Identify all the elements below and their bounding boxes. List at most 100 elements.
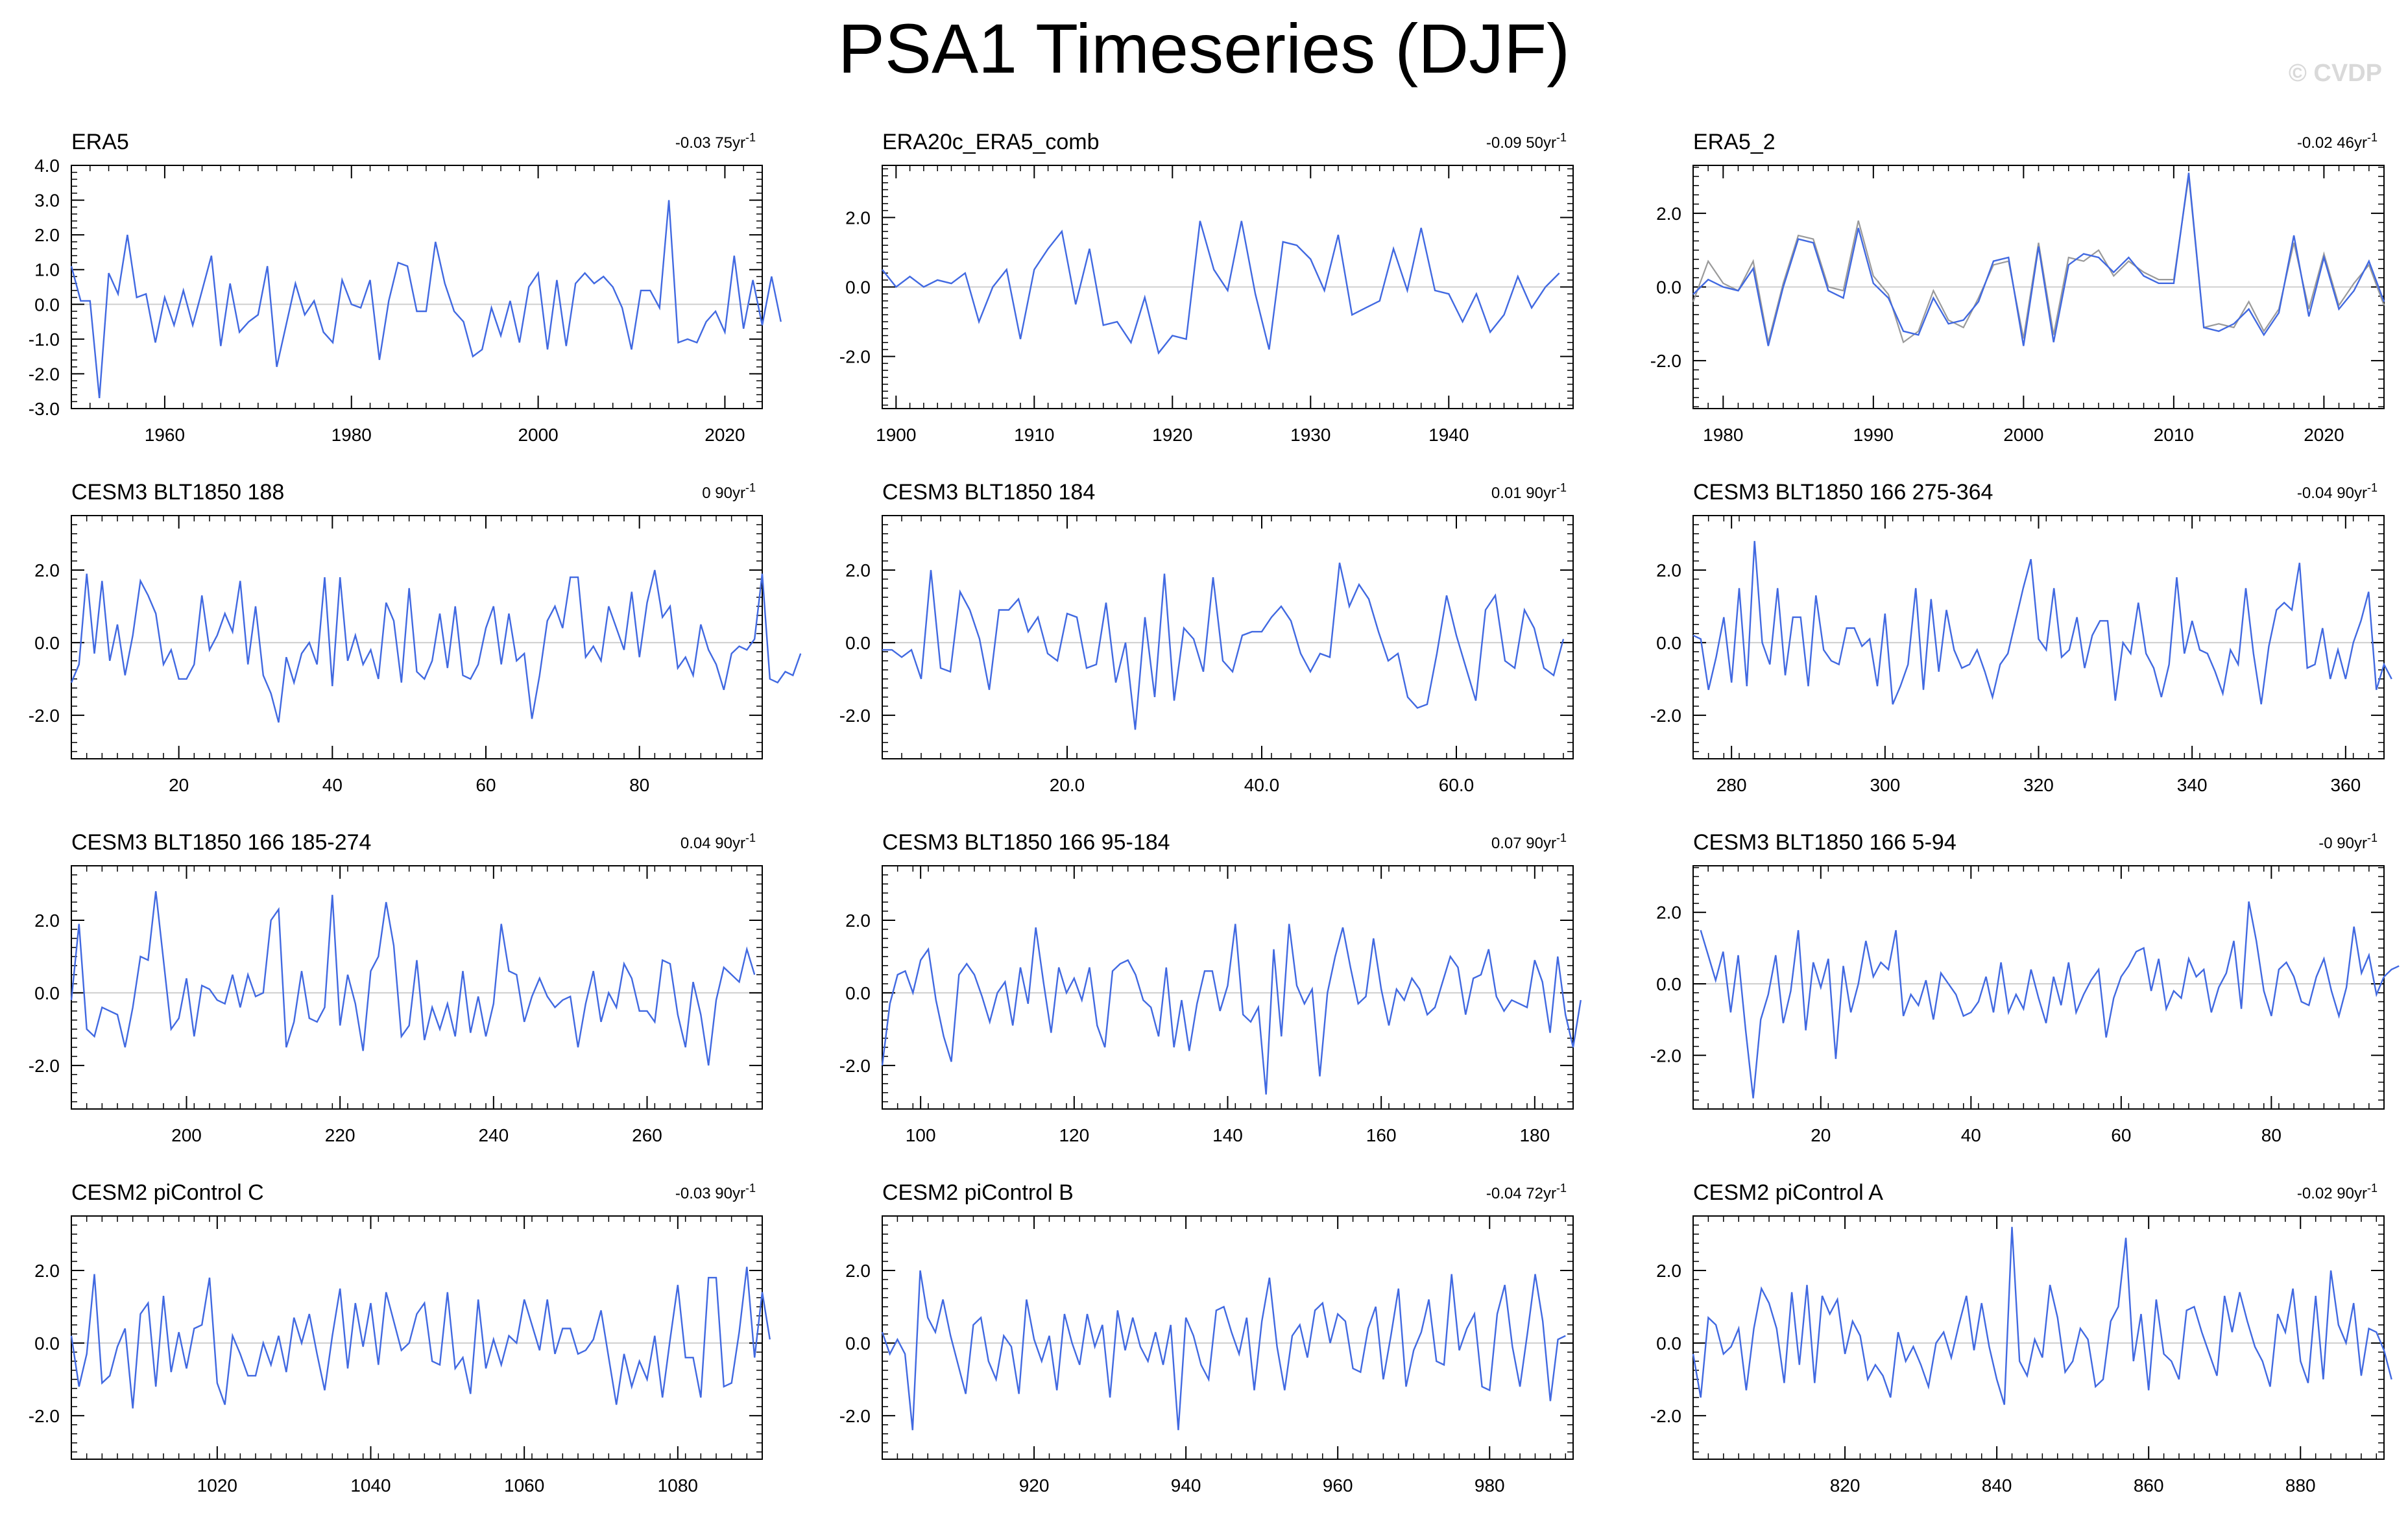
x-tick-label: 2010 — [2154, 425, 2194, 445]
x-tick-label: 40.0 — [1244, 775, 1280, 795]
series-line — [70, 200, 782, 399]
x-tick-label: 1960 — [145, 425, 185, 445]
x-tick-label: 40 — [322, 775, 343, 795]
y-tick-label: 3.0 — [34, 191, 60, 211]
trend-exponent: -1 — [1556, 1182, 1567, 1195]
y-tick-label: 0.0 — [1656, 278, 1681, 298]
x-tick-label: 1980 — [331, 425, 372, 445]
x-tick-label: 2000 — [2003, 425, 2043, 445]
y-tick-label: -2.0 — [29, 1056, 60, 1076]
y-tick-label: -2.0 — [1650, 351, 1681, 371]
y-tick-label: 0.0 — [845, 278, 871, 298]
x-tick-label: 120 — [1059, 1125, 1089, 1145]
x-tick-label: 920 — [1019, 1475, 1050, 1496]
trend-label: -0.02 46yr-1 — [2297, 131, 2378, 152]
trend-label: -0.03 90yr-1 — [675, 1182, 756, 1202]
y-tick-label: 2.0 — [34, 560, 60, 580]
y-tick-label: 2.0 — [1656, 1261, 1681, 1281]
y-tick-label: 2.0 — [34, 225, 60, 245]
series-line — [881, 1270, 1566, 1431]
y-tick-label: 0.0 — [1656, 974, 1681, 994]
trend-label: 0.04 90yr-1 — [680, 831, 756, 852]
chart-panel: CESM2 piControl C -0.03 90yr-1 1020 1040 106… — [29, 1180, 771, 1496]
trend-label: -0 90yr-1 — [2318, 831, 2378, 852]
chart-panel: CESM3 BLT1850 166 275-364 -0.04 90yr-1 280… — [1650, 480, 2392, 795]
y-tick-label: 0.0 — [845, 983, 871, 1003]
x-tick-label: 260 — [632, 1125, 662, 1145]
y-tick-label: -2.0 — [839, 706, 871, 726]
x-tick-label: 1910 — [1014, 425, 1054, 445]
x-tick-label: 100 — [906, 1125, 936, 1145]
chart-panel: CESM3 BLT1850 166 5-94 -0 90yr-1 20 40 60 80 -… — [1650, 830, 2400, 1145]
trend-label: -0.02 90yr-1 — [2297, 1182, 2378, 1202]
x-tick-label: 1940 — [1428, 425, 1469, 445]
plot-frame — [1692, 165, 2385, 409]
chart-title: CESM3 BLT1850 166 185-274 — [71, 830, 371, 855]
y-tick-label: -2.0 — [29, 364, 60, 384]
x-tick-label: 840 — [1982, 1475, 2012, 1496]
y-tick-label: -2.0 — [1650, 1045, 1681, 1066]
y-tick-label: -2.0 — [839, 1056, 871, 1076]
y-tick-label: 0.0 — [1656, 633, 1681, 653]
chart-panel: ERA20c_ERA5_comb -0.09 50yr-1 1900 1910 1920… — [839, 130, 1574, 445]
series-line — [882, 221, 1560, 355]
watermark: © CVDP — [2288, 60, 2382, 87]
chart-title: ERA5_2 — [1693, 130, 1776, 154]
trend-label: 0.01 90yr-1 — [1491, 481, 1567, 502]
y-tick-label: 0.0 — [34, 633, 60, 653]
chart-panel: ERA5_2 -0.02 46yr-1 1980 1990 2000 2010 2020 -2… — [1650, 130, 2385, 445]
trend-exponent: -1 — [745, 131, 756, 144]
x-tick-label: 200 — [171, 1125, 202, 1145]
series-line — [881, 924, 1582, 1095]
x-tick-label: 940 — [1171, 1475, 1201, 1496]
y-tick-label: -2.0 — [1650, 1406, 1681, 1426]
x-tick-label: 880 — [2285, 1475, 2316, 1496]
y-tick-label: 4.0 — [34, 156, 60, 176]
trend-exponent: -1 — [1556, 831, 1567, 844]
y-tick-label: 2.0 — [845, 208, 871, 228]
y-tick-label: 2.0 — [845, 911, 871, 931]
chart-title: CESM3 BLT1850 166 95-184 — [882, 830, 1170, 855]
y-tick-label: 2.0 — [34, 1261, 60, 1281]
x-tick-label: 2020 — [704, 425, 745, 445]
trend-label: -0.04 90yr-1 — [2297, 481, 2378, 502]
y-tick-label: -1.0 — [29, 329, 60, 350]
series-line — [882, 562, 1565, 730]
x-tick-label: 1020 — [197, 1475, 237, 1496]
y-tick-label: 0.0 — [34, 294, 60, 315]
trend-label: -0.04 72yr-1 — [1486, 1182, 1567, 1202]
trend-label: 0.07 90yr-1 — [1491, 831, 1567, 852]
plot-frame — [882, 515, 1574, 759]
page-title: PSA1 Timeseries (DJF) — [837, 9, 1571, 88]
plot-frame — [71, 515, 763, 759]
y-tick-label: 2.0 — [845, 560, 871, 580]
chart-title: CESM3 BLT1850 166 275-364 — [1693, 480, 1993, 505]
series-line — [70, 1267, 771, 1409]
chart-panel: CESM2 piControl B -0.04 72yr-1 920 940 960 98… — [839, 1180, 1574, 1496]
plot-frame — [882, 865, 1574, 1110]
x-tick-label: 1080 — [658, 1475, 698, 1496]
x-tick-label: 1990 — [1853, 425, 1894, 445]
x-tick-label: 280 — [1716, 775, 1747, 795]
series-line — [1692, 1226, 2392, 1405]
plot-frame — [71, 165, 763, 409]
trend-exponent: -1 — [2367, 131, 2378, 144]
y-tick-label: -2.0 — [29, 1406, 60, 1426]
plot-frame — [71, 865, 763, 1110]
plot-frame — [1692, 1215, 2385, 1460]
chart-panel: CESM3 BLT1850 166 95-184 0.07 90yr-1 100 12… — [839, 830, 1582, 1145]
series-line-secondary — [1692, 176, 2385, 344]
trend-exponent: -1 — [2367, 1182, 2378, 1195]
y-tick-label: 2.0 — [34, 911, 60, 931]
y-tick-label: 0.0 — [1656, 1333, 1681, 1353]
x-tick-label: 40 — [1961, 1125, 1981, 1145]
x-tick-label: 20 — [1811, 1125, 1831, 1145]
x-tick-label: 240 — [478, 1125, 509, 1145]
trend-exponent: -1 — [745, 1182, 756, 1195]
y-tick-label: 0.0 — [34, 983, 60, 1003]
trend-label: -0.03 75yr-1 — [675, 131, 756, 152]
trend-exponent: -1 — [1556, 481, 1567, 494]
chart-panel: CESM3 BLT1850 184 0.01 90yr-1 20.0 40.0 60.0… — [839, 480, 1574, 795]
x-tick-label: 340 — [2177, 775, 2208, 795]
